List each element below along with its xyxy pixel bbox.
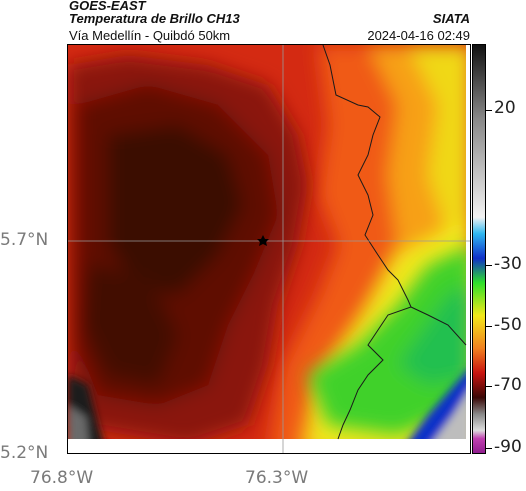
colorbar-gradient [473, 45, 485, 453]
colorbar-label-minus50: -50 [494, 315, 522, 335]
colorbar-tick [486, 265, 492, 266]
cold-blue-band [399, 367, 470, 453]
colorbar-tick [486, 448, 492, 449]
colorbar-label-minus70: -70 [494, 375, 522, 395]
product-title: Temperatura de Brillo CH13 [69, 11, 240, 26]
colorbar-label-minus30: -30 [494, 254, 522, 274]
location-star-marker [257, 235, 269, 246]
green-region [308, 245, 470, 435]
temperature-colorbar [472, 44, 486, 454]
brightness-temperature-map [67, 44, 471, 454]
colorbar-tick [486, 386, 492, 387]
colorbar-label-minus90: -90 [494, 437, 522, 457]
map-canvas [68, 45, 470, 453]
organization-label: SIATA [432, 11, 470, 26]
department-border-east [410, 306, 467, 346]
lon-label-left: 76.8°W [30, 468, 94, 488]
colorbar-tick [486, 326, 492, 327]
satellite-title: GOES-EAST [69, 0, 146, 13]
no-data-edge [466, 45, 470, 453]
no-data-strip [68, 439, 470, 453]
lat-label-top: 5.7°N [0, 230, 49, 250]
colorbar-label-20: 20 [494, 98, 516, 118]
lon-label-center: 76.3°W [245, 468, 309, 488]
colorbar-tick [486, 110, 492, 111]
cold-cloud [68, 55, 308, 445]
department-border [322, 45, 412, 440]
timestamp-label: 2024-04-16 02:49 [367, 28, 470, 43]
region-subtitle: Vía Medellín - Quibdó 50km [69, 28, 231, 43]
lat-label-bottom: 5.2°N [0, 443, 49, 463]
